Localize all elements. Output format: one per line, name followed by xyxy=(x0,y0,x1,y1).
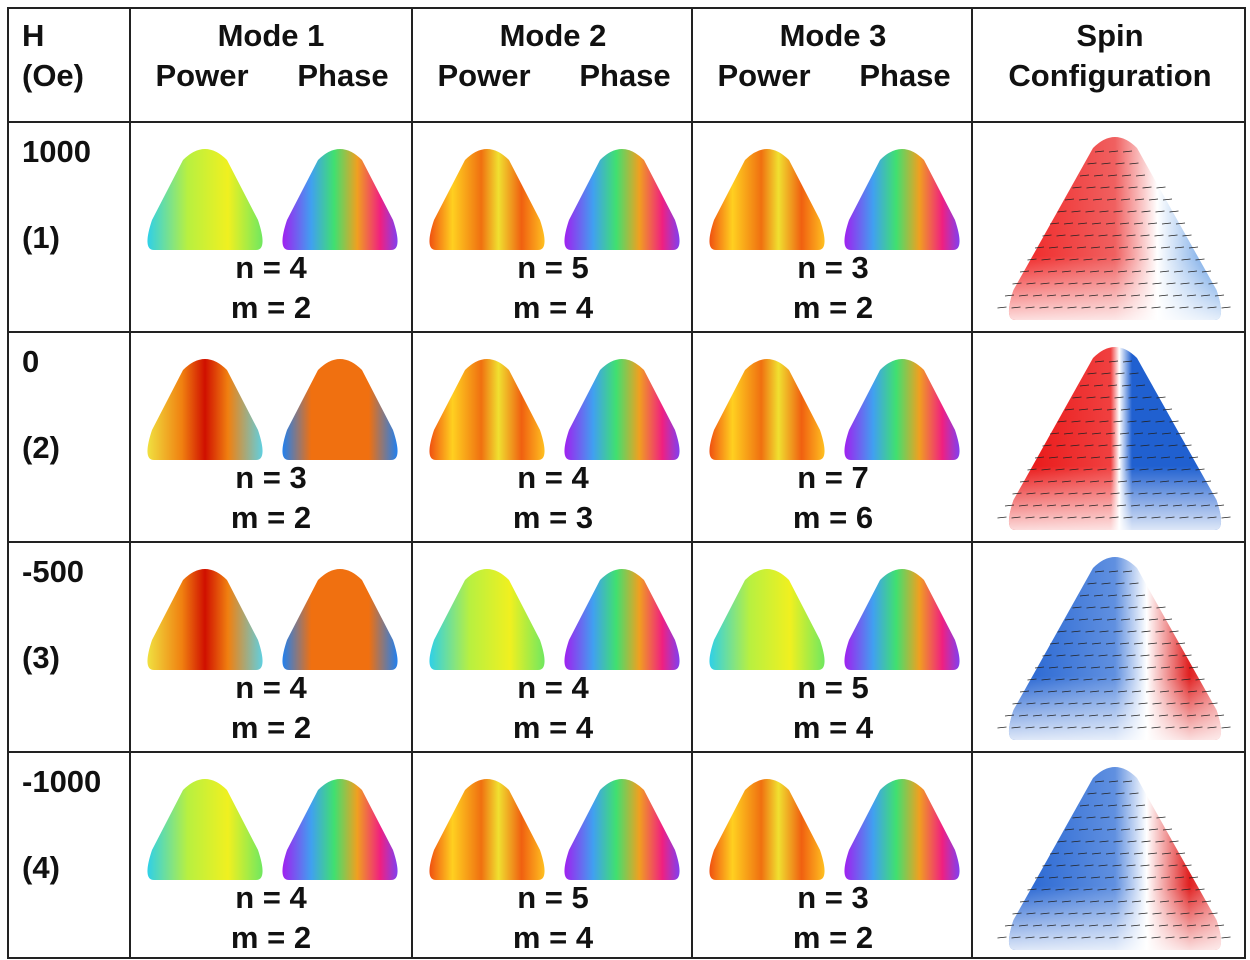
mode-m: m = 2 xyxy=(231,920,311,955)
mode-n: n = 5 xyxy=(797,670,869,705)
header-mode: Mode 3 xyxy=(780,18,887,53)
row-field: -1000 xyxy=(22,764,101,799)
figure-table: H (Oe) Spin Configuration Mode 1 Power Pha… xyxy=(0,0,1250,960)
mode-n: n = 4 xyxy=(517,670,589,705)
phase-map xyxy=(282,779,397,880)
header-power: Power xyxy=(437,58,530,93)
row-index: (1) xyxy=(22,220,60,255)
header-spin: Configuration xyxy=(1008,58,1211,93)
power-map xyxy=(147,569,262,670)
phase-map xyxy=(282,149,397,250)
phase-map xyxy=(844,359,959,460)
power-map xyxy=(709,569,824,670)
header-phase: Phase xyxy=(579,58,670,93)
header-spin: Spin xyxy=(1076,18,1143,53)
power-map xyxy=(147,359,262,460)
row-index: (4) xyxy=(22,850,60,885)
mode-m: m = 2 xyxy=(231,710,311,745)
power-map xyxy=(429,569,544,670)
mode-n: n = 5 xyxy=(517,880,589,915)
mode-m: m = 4 xyxy=(513,920,594,955)
spin-fade xyxy=(1009,557,1221,740)
mode-m: m = 2 xyxy=(793,290,873,325)
mode-n: n = 4 xyxy=(517,460,589,495)
power-map xyxy=(147,779,262,880)
row-index: (3) xyxy=(22,640,60,675)
phase-map xyxy=(844,569,959,670)
phase-map xyxy=(564,359,679,460)
mode-m: m = 2 xyxy=(231,290,311,325)
mode-n: n = 3 xyxy=(797,880,869,915)
power-map xyxy=(147,149,262,250)
power-map xyxy=(429,779,544,880)
phase-map xyxy=(564,779,679,880)
mode-n: n = 4 xyxy=(235,880,307,915)
row-field: -500 xyxy=(22,554,84,589)
mode-m: m = 2 xyxy=(231,500,311,535)
spin-fade xyxy=(1009,137,1221,320)
row-index: (2) xyxy=(22,430,60,465)
power-map xyxy=(709,359,824,460)
header-power: Power xyxy=(717,58,810,93)
row-field: 1000 xyxy=(22,134,91,169)
header-h: H xyxy=(22,18,44,53)
row-field: 0 xyxy=(22,344,39,379)
mode-n: n = 3 xyxy=(235,460,307,495)
spin-fade xyxy=(1009,767,1221,950)
mode-m: m = 3 xyxy=(513,500,593,535)
spin-arrow xyxy=(998,307,1007,308)
spin-arrow xyxy=(1222,307,1231,308)
header-power: Power xyxy=(155,58,248,93)
spin-fade xyxy=(1009,347,1221,530)
mode-m: m = 4 xyxy=(513,290,594,325)
phase-map xyxy=(564,569,679,670)
header-phase: Phase xyxy=(859,58,950,93)
power-map xyxy=(709,779,824,880)
header-unit: (Oe) xyxy=(22,58,84,93)
phase-map xyxy=(564,149,679,250)
mode-n: n = 4 xyxy=(235,250,307,285)
mode-m: m = 4 xyxy=(793,710,874,745)
header-phase: Phase xyxy=(297,58,388,93)
phase-map xyxy=(844,149,959,250)
phase-map xyxy=(282,569,397,670)
power-map xyxy=(429,149,544,250)
spin-arrow xyxy=(1222,517,1231,518)
mode-n: n = 5 xyxy=(517,250,589,285)
spin-arrow xyxy=(1222,937,1231,938)
phase-map xyxy=(844,779,959,880)
mode-m: m = 2 xyxy=(793,920,873,955)
mode-n: n = 7 xyxy=(797,460,869,495)
header-mode: Mode 1 xyxy=(218,18,325,53)
spin-arrow xyxy=(1222,727,1231,728)
header-mode: Mode 2 xyxy=(500,18,607,53)
mode-n: n = 4 xyxy=(235,670,307,705)
power-map xyxy=(709,149,824,250)
spin-arrow xyxy=(998,937,1007,938)
mode-n: n = 3 xyxy=(797,250,869,285)
mode-m: m = 4 xyxy=(513,710,594,745)
mode-m: m = 6 xyxy=(793,500,873,535)
phase-map xyxy=(282,359,397,460)
power-map xyxy=(429,359,544,460)
spin-arrow xyxy=(998,727,1007,728)
spin-arrow xyxy=(998,517,1007,518)
